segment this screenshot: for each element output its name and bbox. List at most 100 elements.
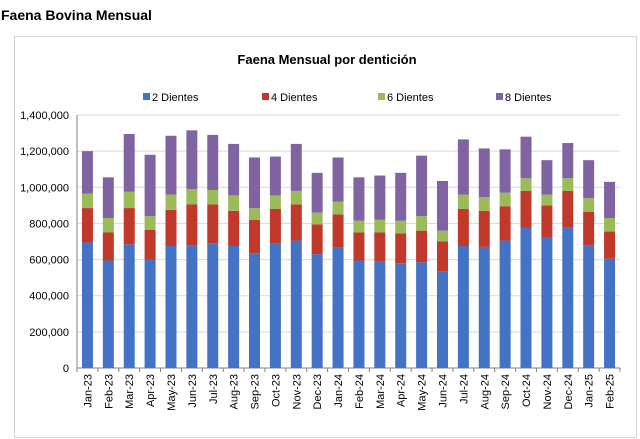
bar-segment-3 (290, 190, 302, 205)
bar-segment-3 (374, 219, 386, 233)
bar-segment-4 (374, 175, 386, 220)
bar-segment-2 (144, 229, 156, 260)
x-tick-label: Jul-24 (458, 374, 470, 404)
bar-segment-3 (395, 220, 407, 234)
bar-segment-1 (186, 245, 198, 368)
bar-segment-4 (604, 181, 616, 218)
bar-segment-1 (144, 259, 156, 368)
bar-segment-3 (228, 195, 240, 211)
bar-segment-4 (457, 139, 469, 195)
bar-segment-2 (520, 190, 532, 228)
x-tick-label: Dec-24 (563, 374, 575, 409)
bar-segment-1 (81, 242, 93, 368)
bar-segment-4 (395, 172, 407, 221)
bar-segment-1 (499, 240, 511, 368)
bar-segment-4 (353, 177, 365, 221)
bar-segment-2 (123, 208, 135, 245)
bar-segment-4 (416, 155, 428, 217)
legend-swatch-3 (378, 93, 385, 100)
bar-segment-1 (228, 246, 240, 368)
x-tick-label: Jan-25 (584, 374, 596, 408)
y-tick-label: 200,000 (29, 327, 69, 339)
bar-segment-1 (102, 260, 114, 368)
y-tick-label: 1,200,000 (20, 146, 69, 158)
page-title: Faena Bovina Mensual (1, 7, 152, 23)
bar-segment-3 (604, 218, 616, 232)
bar-segment-2 (374, 232, 386, 262)
y-tick-label: 800,000 (29, 218, 69, 230)
x-tick-label: Sep-23 (250, 374, 262, 409)
bar-segment-3 (311, 212, 323, 225)
x-tick-label: Nov-24 (542, 374, 554, 409)
bar-segment-1 (478, 246, 490, 368)
bar-segment-2 (457, 208, 469, 247)
bar-segment-3 (541, 194, 553, 206)
bar-segment-3 (520, 178, 532, 191)
x-tick-label: Jun-23 (187, 374, 199, 408)
bar-segment-2 (249, 219, 261, 254)
bar-segment-1 (353, 260, 365, 368)
bar-segment-4 (207, 134, 219, 190)
bar-segment-1 (290, 240, 302, 368)
bar-segment-1 (249, 253, 261, 368)
bar-segment-1 (541, 237, 553, 368)
bar-segment-3 (207, 190, 219, 205)
bar-segment-4 (249, 157, 261, 209)
bar-segment-2 (395, 233, 407, 264)
bar-segment-3 (144, 216, 156, 230)
x-tick-label: Aug-23 (229, 374, 241, 409)
bar-segment-3 (269, 195, 281, 209)
bar-segment-1 (123, 244, 135, 368)
bar-segment-2 (478, 210, 490, 247)
legend-label-1: 2 Dientes (152, 92, 199, 104)
bar-segment-3 (457, 194, 469, 209)
bar-segment-4 (311, 172, 323, 213)
bar-segment-1 (416, 262, 428, 368)
bar-segment-2 (228, 210, 240, 247)
bar-segment-3 (436, 230, 448, 242)
bar-segment-4 (541, 160, 553, 195)
legend-swatch-4 (496, 93, 503, 100)
bar-segment-4 (186, 130, 198, 190)
x-tick-label: Jun-24 (437, 374, 449, 408)
x-tick-label: Apr-24 (396, 374, 408, 407)
bar-segment-4 (228, 143, 240, 196)
legend-swatch-1 (143, 93, 150, 100)
bar-segment-1 (520, 227, 532, 368)
bar-segment-1 (269, 243, 281, 368)
bar-segment-4 (499, 149, 511, 193)
bar-segment-4 (520, 136, 532, 179)
y-tick-label: 1,000,000 (20, 182, 69, 194)
bar-segment-1 (311, 254, 323, 368)
bar-segment-4 (269, 156, 281, 196)
x-tick-label: Mar-24 (375, 374, 387, 409)
bar-segment-3 (81, 193, 93, 209)
bar-segment-3 (186, 189, 198, 205)
legend-label-2: 4 Dientes (271, 92, 318, 104)
bar-segment-3 (416, 216, 428, 231)
bar-segment-4 (332, 157, 344, 202)
legend-label-3: 6 Dientes (387, 92, 434, 104)
x-tick-label: Jan-23 (82, 374, 94, 408)
bar-segment-2 (311, 224, 323, 255)
y-tick-label: 400,000 (29, 291, 69, 303)
bar-segment-2 (604, 231, 616, 259)
bar-segment-4 (123, 133, 135, 192)
bar-segment-1 (562, 227, 574, 368)
bar-segment-1 (395, 263, 407, 368)
x-tick-label: Jul-23 (208, 374, 220, 404)
bar-segment-4 (81, 151, 93, 194)
y-tick-label: 1,400,000 (20, 110, 69, 122)
bar-segment-4 (102, 177, 114, 219)
legend-swatch-2 (262, 93, 269, 100)
x-tick-label: Oct-24 (521, 374, 533, 407)
bar-segment-4 (562, 143, 574, 179)
bar-segment-1 (436, 271, 448, 368)
y-tick-label: 0 (63, 363, 69, 375)
bar-segment-2 (332, 214, 344, 248)
bar-segment-2 (562, 190, 574, 228)
bar-segment-1 (583, 245, 595, 368)
x-tick-label: May-23 (166, 374, 178, 411)
bar-segment-2 (186, 204, 198, 246)
